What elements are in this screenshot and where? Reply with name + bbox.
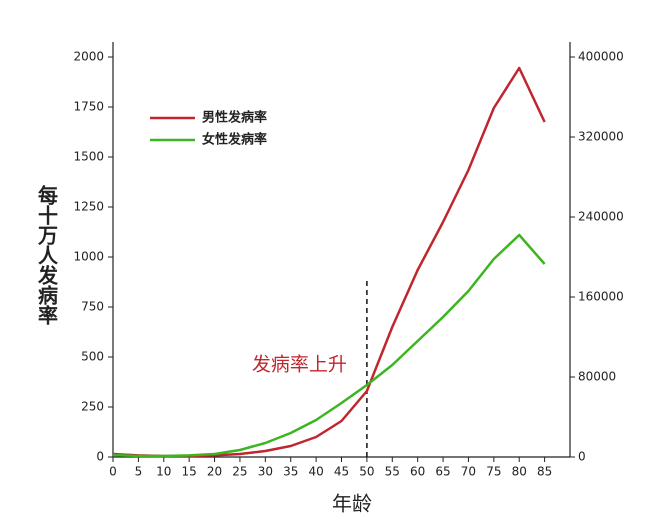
x-tick-label: 75	[486, 465, 501, 479]
x-tick-label: 70	[461, 465, 476, 479]
x-tick-label: 85	[537, 465, 552, 479]
y2-tick-label: 240000	[578, 210, 624, 224]
x-tick-label: 10	[156, 465, 171, 479]
x-tick-label: 45	[334, 465, 349, 479]
y2-tick-label: 320000	[578, 130, 624, 144]
y-axis-label: 每十万人发病率	[35, 184, 59, 326]
x-tick-label: 35	[283, 465, 298, 479]
x-tick-label: 65	[435, 465, 450, 479]
legend-label: 男性发病率	[202, 110, 267, 126]
y2-tick-label: 80000	[578, 370, 616, 384]
x-tick-label: 40	[308, 465, 323, 479]
y-tick-label: 1250	[73, 200, 104, 214]
x-tick-label: 20	[207, 465, 222, 479]
x-tick-label: 30	[258, 465, 273, 479]
y-tick-label: 500	[81, 350, 104, 364]
x-tick-label: 0	[109, 465, 117, 479]
x-tick-label: 80	[512, 465, 527, 479]
x-tick-label: 25	[232, 465, 247, 479]
y-tick-label: 750	[81, 300, 104, 314]
annotation-text: 发病率上升	[252, 354, 347, 376]
y-tick-label: 0	[96, 450, 104, 464]
y-tick-label: 1500	[73, 150, 104, 164]
legend-label: 女性发病率	[202, 132, 267, 148]
y-tick-label: 1000	[73, 250, 104, 264]
y-tick-label: 1750	[73, 100, 104, 114]
y-tick-label: 2000	[73, 50, 104, 64]
x-tick-label: 55	[385, 465, 400, 479]
x-tick-label: 5	[135, 465, 143, 479]
x-tick-label: 50	[359, 465, 374, 479]
x-tick-label: 60	[410, 465, 425, 479]
y2-tick-label: 160000	[578, 290, 624, 304]
y-tick-label: 250	[81, 400, 104, 414]
series-line	[112, 233, 546, 458]
y2-tick-label: 400000	[578, 50, 624, 64]
series-line	[112, 66, 546, 458]
x-axis-label: 年龄	[332, 492, 372, 516]
y2-tick-label: 0	[578, 450, 586, 464]
x-tick-label: 15	[182, 465, 197, 479]
